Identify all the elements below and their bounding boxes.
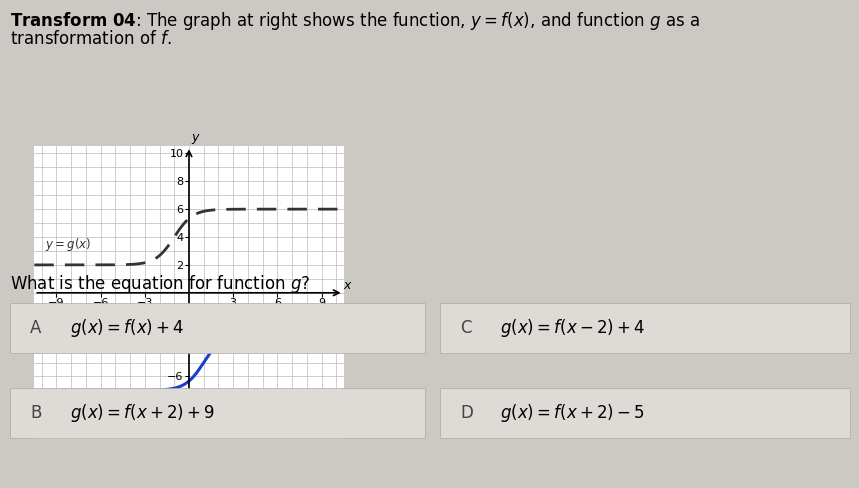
Text: $g(x) = f(x + 2) - 5$: $g(x) = f(x + 2) - 5$ [500, 402, 645, 424]
Text: D: D [460, 404, 472, 422]
FancyBboxPatch shape [10, 303, 425, 353]
FancyBboxPatch shape [440, 388, 850, 438]
Text: $y$: $y$ [192, 132, 201, 146]
Text: $g(x) = f(x - 2) + 4$: $g(x) = f(x - 2) + 4$ [500, 317, 645, 339]
Text: $y = g(x)$: $y = g(x)$ [45, 236, 91, 253]
Text: B: B [30, 404, 41, 422]
FancyBboxPatch shape [440, 303, 850, 353]
FancyBboxPatch shape [10, 388, 425, 438]
Text: A: A [30, 319, 41, 337]
Text: C: C [460, 319, 472, 337]
Text: $x$: $x$ [343, 279, 353, 292]
Text: $g(x) = f(x + 2) + 9$: $g(x) = f(x + 2) + 9$ [70, 402, 216, 424]
Text: transformation of $f$.: transformation of $f$. [10, 30, 172, 48]
Text: What is the equation for function $g$?: What is the equation for function $g$? [10, 273, 310, 295]
Text: $g(x) = f(x) + 4$: $g(x) = f(x) + 4$ [70, 317, 185, 339]
Text: $\bf{Transform\ 04}$: The graph at right shows the function, $y = f(x)$, and fun: $\bf{Transform\ 04}$: The graph at right… [10, 10, 700, 32]
Text: $y = f(x)$: $y = f(x)$ [270, 323, 313, 340]
